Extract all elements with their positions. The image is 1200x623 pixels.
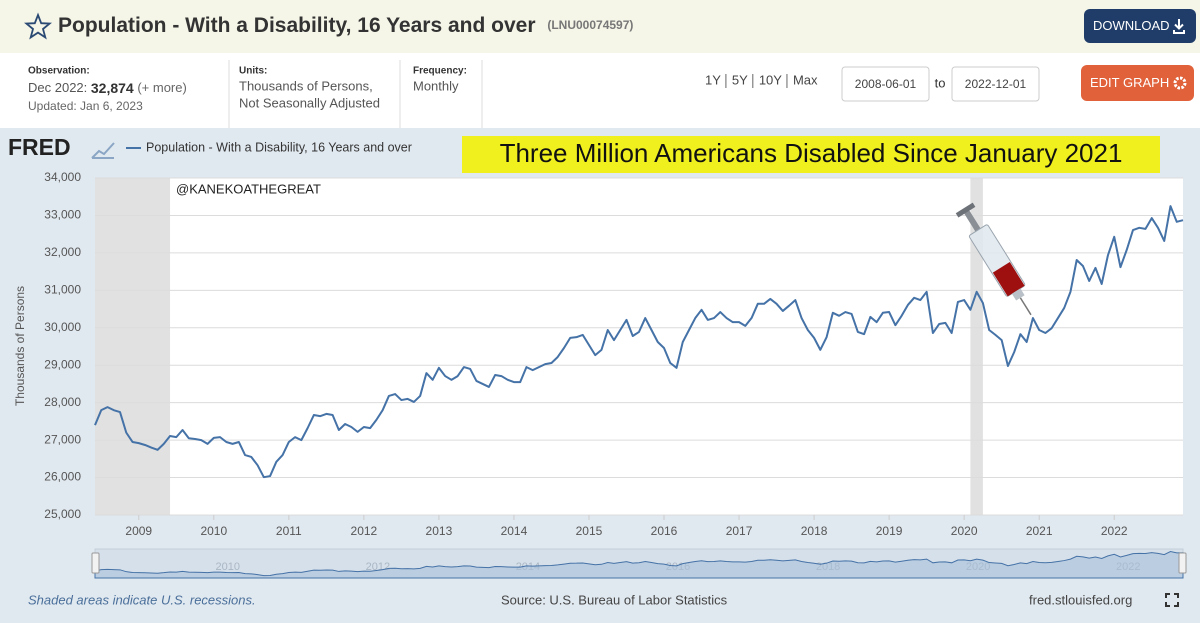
syringe-needle [1019,297,1032,316]
download-label[interactable]: DOWNLOAD [1093,18,1170,33]
favorite-star[interactable] [24,12,52,40]
x-tick-label: 2012 [351,524,378,538]
observation-more[interactable]: (+ more) [137,80,186,95]
plot: @KANEKOATHEGREAT [94,177,1184,516]
updated: Updated: Jan 6, 2023 [28,99,143,113]
fullscreen-icon[interactable] [1165,593,1179,607]
x-tick-label: 2014 [501,524,528,538]
x-tick-label: 2016 [651,524,678,538]
recession-band [95,178,171,515]
watermark: @KANEKOATHEGREAT [176,181,321,196]
x-tick-label: 2015 [576,524,603,538]
download-icon[interactable] [1173,19,1185,34]
units-line: Not Seasonally Adjusted [239,95,380,110]
x-tick-label: 2017 [726,524,753,538]
x-tick-label: 2011 [276,524,302,538]
x-tick-label: 2013 [426,524,453,538]
gear-icon[interactable] [1173,76,1187,90]
navigator-handle[interactable] [1178,552,1187,574]
fred-logo-icon [91,142,115,159]
navigator-tick-label: 2010 [216,561,240,573]
x-tick-label: 2019 [876,524,903,538]
recession-note: Shaded areas indicate U.S. recessions. [28,592,256,607]
range-buttons: 1Y 5Y 10Y Max [705,72,818,88]
x-tick-label: 2021 [1026,524,1053,538]
y-tick-label: 34,000 [44,170,81,184]
x-tick-label: 2009 [125,524,152,538]
navigator: 2010201220142016201820202022 [94,548,1184,579]
y-tick-label: 29,000 [44,357,81,371]
syringe-illustration [955,202,1032,316]
edit-graph-bg[interactable] [1081,65,1194,101]
y-tick-label: 28,000 [44,395,81,409]
source: Source: U.S. Bureau of Labor Statistics [501,592,728,607]
range-button[interactable]: 10Y [759,72,782,87]
syringe-tip [1011,288,1025,301]
y-tick-label: 30,000 [44,320,81,334]
syringe-thumb [955,202,976,218]
syringe-liquid [992,262,1025,297]
site: fred.stlouisfed.org [1029,592,1132,607]
edit-graph-label[interactable]: EDIT GRAPH [1090,75,1169,90]
observation-label: Observation: [28,66,90,77]
y-tick-label: 31,000 [44,283,81,297]
navigator-handle[interactable] [91,552,100,574]
navigator-area [94,550,1184,579]
observation-value: 32,874 [91,80,134,96]
range-button[interactable]: 5Y [732,72,748,87]
to-label: to [935,75,946,90]
observation-date: Dec 2022: [28,80,87,95]
annotation-box [462,136,1160,173]
units-label: Units: [239,66,267,77]
download-button[interactable]: DOWNLOAD [1084,9,1196,43]
fred-logo: FRED [8,134,71,160]
x-tick-label: 2022 [1101,524,1128,538]
edit-graph-button[interactable]: EDIT GRAPH [1081,65,1194,101]
range-button[interactable]: 1Y [705,72,721,87]
y-tick-label: 33,000 [44,208,81,222]
y-tick-label: 25,000 [44,507,81,521]
y-tick-label: 32,000 [44,245,81,259]
header-bar [0,0,1200,53]
x-tick-label: 2018 [801,524,828,538]
y-axis-label: Thousands of Persons [13,286,27,406]
series-title: Population - With a Disability, 16 Years… [58,14,633,37]
legend-label: Population - With a Disability, 16 Years… [146,140,412,154]
plot-area [95,178,1183,515]
series-id: (LNU00074597) [547,18,633,32]
y-tick-label: 26,000 [44,470,81,484]
start-date[interactable]: 2008-06-01 [855,77,917,91]
frequency-label: Frequency: [413,66,467,77]
series-title-text: Population - With a Disability, 16 Years… [58,14,536,37]
series-line [94,205,1184,479]
y-tick-label: 27,000 [44,432,81,446]
download-button-bg[interactable] [1084,9,1196,43]
frequency: Monthly [413,78,459,93]
end-date-input[interactable] [951,66,1040,102]
x-tick-label: 2010 [200,524,227,538]
observation: Dec 2022: 32,874 (+ more) [28,80,187,96]
end-date[interactable]: 2022-12-01 [965,77,1027,91]
range-button[interactable]: Max [793,72,818,87]
units-line: Thousands of Persons, [239,78,373,93]
syringe-plunger [963,209,981,232]
overlay: 25,000 26,000 27,000 28,000 29,000 30,000 31,0… [44,170,1128,538]
start-date-input[interactable] [841,66,930,102]
x-tick-label: 2020 [951,524,978,538]
annotation: Three Million Americans Disabled Since J… [500,138,1123,168]
recession-band [970,178,983,515]
